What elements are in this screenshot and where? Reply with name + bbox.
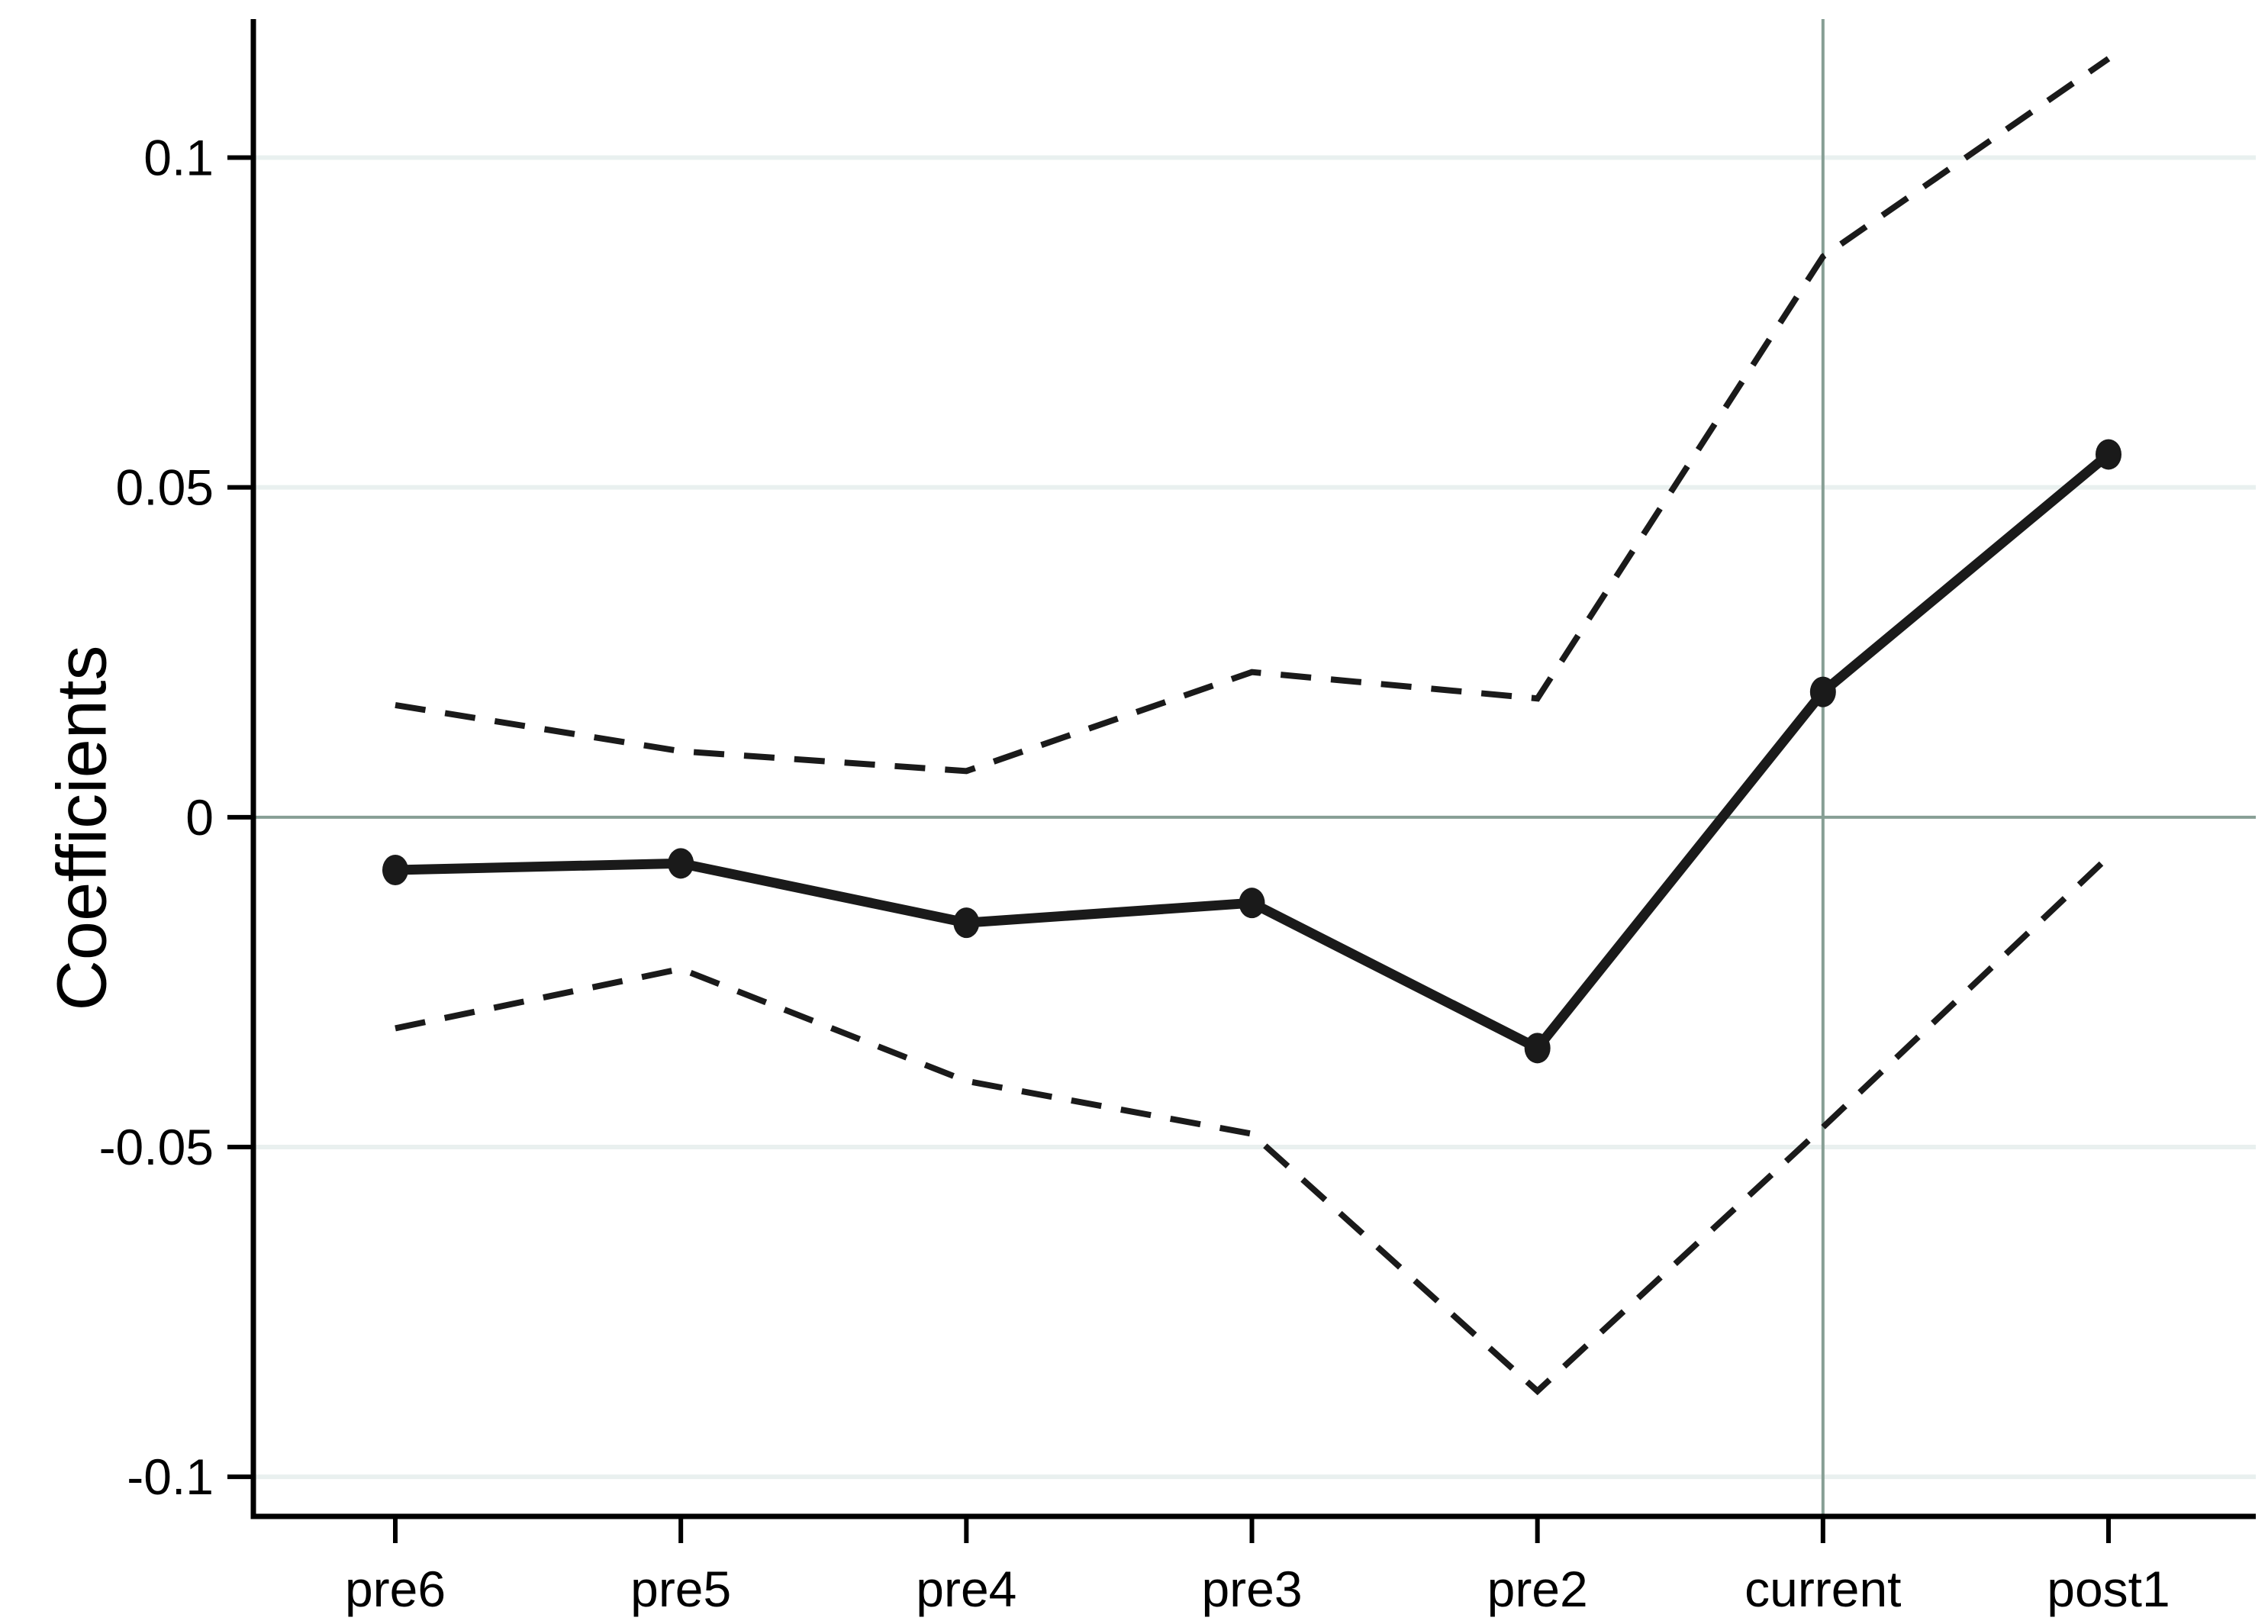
data-point-marker	[1809, 676, 1836, 707]
lower-95ci-line	[395, 854, 2111, 1396]
data-point-marker	[382, 854, 408, 885]
y-tick-label: -0.05	[99, 1119, 214, 1175]
data-point-marker	[1239, 888, 1265, 919]
x-tick-label: current	[1744, 1561, 1901, 1617]
y-tick-label: -0.1	[127, 1448, 214, 1505]
data-point-marker	[2096, 439, 2121, 470]
y-tick-label: 0.1	[143, 130, 214, 186]
x-tick-label: post1	[2047, 1561, 2170, 1617]
data-point-marker	[953, 907, 980, 939]
x-tick-label: pre6	[345, 1561, 446, 1617]
x-tick-label: pre2	[1487, 1561, 1588, 1617]
data-point-marker	[1524, 1033, 1551, 1064]
y-axis-title: Coefficients	[43, 645, 121, 1011]
y-tick-label: 0.05	[116, 459, 214, 516]
x-tick-label: pre5	[630, 1561, 731, 1617]
coefficient-line	[395, 450, 2112, 1053]
x-tick-label: pre4	[916, 1561, 1016, 1617]
y-tick-label: 0	[185, 789, 214, 846]
x-tick-label: pre3	[1201, 1561, 1302, 1617]
upper-95ci-line	[395, 56, 2111, 775]
data-point-marker	[668, 848, 694, 879]
